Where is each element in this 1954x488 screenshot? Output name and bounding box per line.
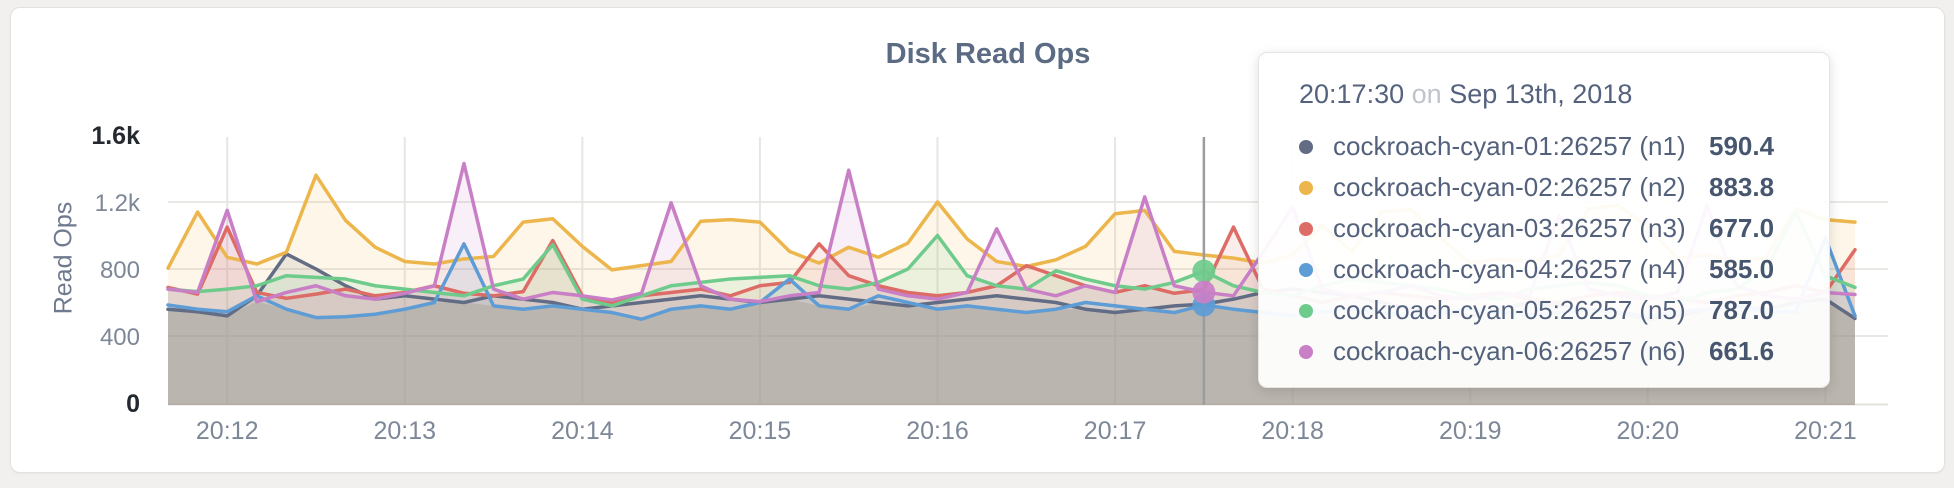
tooltip-date: Sep 13th, 2018 (1449, 79, 1633, 109)
tooltip-series-row: cockroach-cyan-06:26257 (n6) 661.6 (1299, 331, 1829, 372)
series-color-dot (1299, 221, 1313, 236)
series-value: 677.0 (1709, 213, 1775, 243)
series-value: 883.8 (1709, 172, 1775, 202)
y-tick-label: 1.2k (95, 190, 141, 217)
series-label: cockroach-cyan-03:26257 (n3) (1333, 213, 1686, 243)
x-tick-label: 20:20 (1617, 417, 1680, 445)
x-tick-label: 20:15 (729, 417, 792, 445)
series-color-dot (1299, 344, 1313, 359)
chart-title: Disk Read Ops (885, 38, 1091, 70)
series-value: 661.6 (1709, 336, 1775, 366)
series-value: 585.0 (1709, 254, 1775, 284)
y-tick-label: 800 (100, 257, 140, 284)
x-tick-label: 20:13 (373, 417, 436, 445)
series-label: cockroach-cyan-04:26257 (n4) (1333, 254, 1686, 284)
series-label: cockroach-cyan-05:26257 (n5) (1333, 295, 1686, 325)
series-label: cockroach-cyan-02:26257 (n2) (1333, 172, 1686, 202)
hover-dot-n5 (1192, 259, 1216, 283)
tooltip-series-row: cockroach-cyan-01:26257 (n1) 590.4 (1299, 126, 1829, 167)
series-value: 590.4 (1709, 131, 1775, 161)
tooltip-series-row: cockroach-cyan-04:26257 (n4) 585.0 (1299, 249, 1829, 290)
series-color-dot (1299, 180, 1313, 195)
series-value: 787.0 (1709, 295, 1775, 325)
tooltip-series-row: cockroach-cyan-03:26257 (n3) 677.0 (1299, 208, 1829, 249)
tooltip-conjunction: on (1411, 79, 1442, 109)
tooltip-header: 20:17:30 on Sep 13th, 2018 (1299, 79, 1829, 110)
x-tick-label: 20:16 (906, 417, 969, 445)
x-tick-label: 20:12 (196, 417, 259, 445)
y-tick-label: 400 (100, 324, 140, 351)
x-tick-label: 20:21 (1794, 417, 1857, 445)
series-color-dot (1299, 262, 1313, 277)
series-color-dot (1299, 139, 1313, 154)
tooltip-series-row: cockroach-cyan-02:26257 (n2) 883.8 (1299, 167, 1829, 208)
series-color-dot (1299, 303, 1313, 318)
y-tick-label: 0 (126, 390, 140, 418)
hover-dot-n6 (1192, 280, 1216, 304)
tooltip-series-row: cockroach-cyan-05:26257 (n5) 787.0 (1299, 290, 1829, 331)
x-tick-label: 20:19 (1439, 417, 1502, 445)
hover-tooltip: 20:17:30 on Sep 13th, 2018 cockroach-cya… (1258, 52, 1830, 388)
series-label: cockroach-cyan-06:26257 (n6) (1333, 336, 1686, 366)
y-tick-label: 1.6k (91, 122, 140, 150)
x-tick-label: 20:17 (1084, 417, 1147, 445)
x-tick-label: 20:14 (551, 417, 614, 445)
x-tick-label: 20:18 (1261, 417, 1324, 445)
series-label: cockroach-cyan-01:26257 (n1) (1333, 131, 1686, 161)
tooltip-time: 20:17:30 (1299, 79, 1405, 109)
